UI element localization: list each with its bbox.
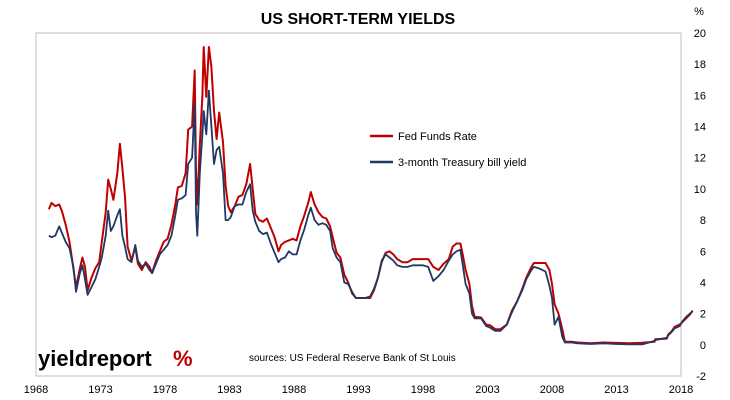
y-tick-label: 8 xyxy=(700,215,706,227)
x-tick-label: 1998 xyxy=(411,384,435,396)
x-tick-label: 1978 xyxy=(153,384,177,396)
x-tick-label: 2013 xyxy=(604,384,628,396)
y-tick-label: 16 xyxy=(694,90,706,102)
logo: yieldreport % xyxy=(38,346,193,371)
chart-title: US SHORT-TERM YIELDS xyxy=(261,11,456,28)
y-tick-label: 2 xyxy=(700,309,706,321)
y-tick-label: -2 xyxy=(696,371,706,383)
y-tick-label: 18 xyxy=(694,59,706,71)
x-tick-label: 1993 xyxy=(346,384,370,396)
x-tick-label: 1973 xyxy=(88,384,112,396)
legend-label-fed-funds: Fed Funds Rate xyxy=(398,131,477,143)
y-tick-label: 12 xyxy=(694,153,706,165)
y-tick-label: 20 xyxy=(694,28,706,40)
source-note: sources: US Federal Reserve Bank of St L… xyxy=(249,353,456,364)
y-tick-label: 4 xyxy=(700,277,706,289)
x-tick-label: 1988 xyxy=(282,384,306,396)
series-line-tbill xyxy=(48,89,694,346)
x-tick-label: 2008 xyxy=(540,384,564,396)
plot-area-border xyxy=(35,32,682,377)
y-tick-label: 6 xyxy=(700,246,706,258)
y-tick-label: 14 xyxy=(694,122,706,134)
series-line-fed-funds xyxy=(47,46,694,345)
y-axis-unit: % xyxy=(694,6,704,18)
logo-percent-icon: % xyxy=(173,346,193,371)
y-tick-label: 10 xyxy=(694,184,706,196)
y-axis: -2 0 2 4 6 8 10 12 14 16 18 20 xyxy=(694,28,706,383)
x-tick-label: 2018 xyxy=(669,384,693,396)
logo-wordmark: yieldreport xyxy=(38,346,152,371)
legend: Fed Funds Rate 3-month Treasury bill yie… xyxy=(370,131,526,169)
series-lines xyxy=(47,46,694,346)
y-tick-label: 0 xyxy=(700,340,706,352)
x-axis: 1968 1973 1978 1983 1988 1993 1998 2003 2008 2013… xyxy=(24,384,693,396)
x-tick-label: 2003 xyxy=(475,384,499,396)
x-tick-label: 1983 xyxy=(217,384,241,396)
legend-label-tbill: 3-month Treasury bill yield xyxy=(398,157,526,169)
x-tick-label: 1968 xyxy=(24,384,48,396)
